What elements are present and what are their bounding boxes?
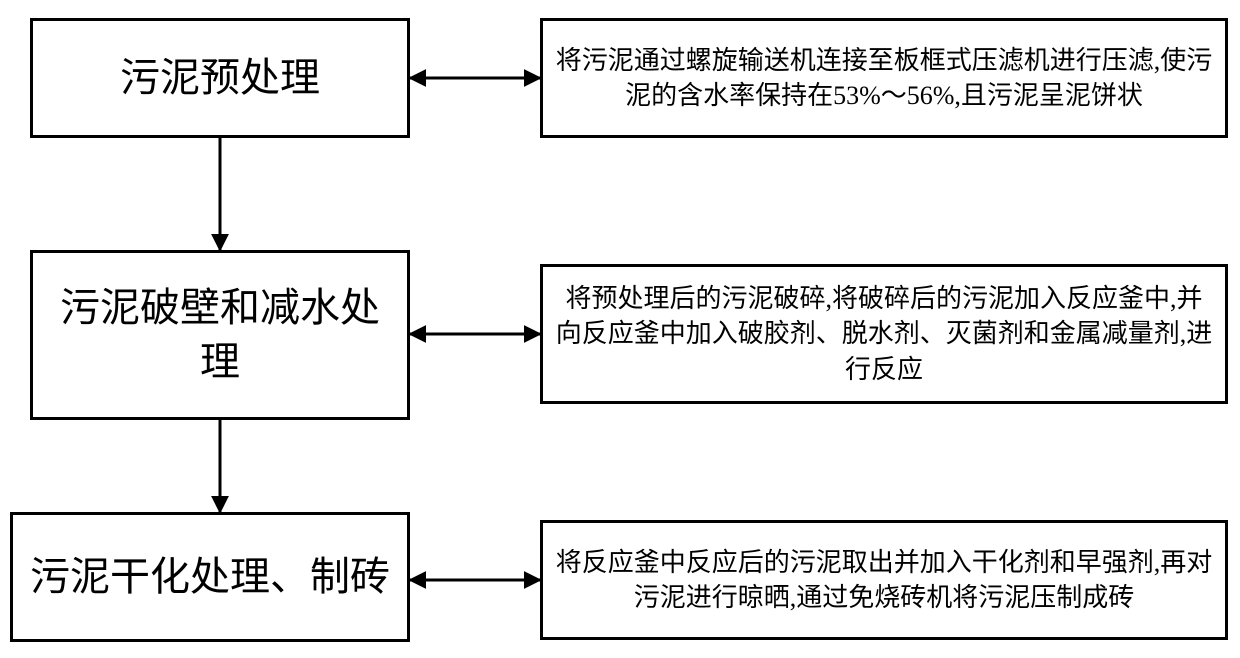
- description-box-3: 将反应釜中反应后的污泥取出并加入干化剂和早强剂,再对污泥进行晾晒,通过免烧砖机将…: [540, 520, 1228, 640]
- step-label-3: 污泥干化处理、制砖: [30, 550, 390, 604]
- description-text-2: 将预处理后的污泥破碎,将破碎后的污泥加入反应釜中,并向反应釜中加入破胶剂、脱水剂…: [553, 281, 1215, 386]
- step-box-3: 污泥干化处理、制砖: [10, 512, 410, 642]
- step-box-2: 污泥破壁和减水处理: [30, 250, 410, 420]
- step-box-1: 污泥预处理: [30, 18, 410, 138]
- description-box-1: 将污泥通过螺旋输送机连接至板框式压滤机进行压滤,使污泥的含水率保持在53%～56…: [540, 18, 1228, 138]
- flowchart-canvas: 污泥预处理 污泥破壁和减水处理 污泥干化处理、制砖 将污泥通过螺旋输送机连接至板…: [0, 0, 1240, 658]
- description-text-3: 将反应釜中反应后的污泥取出并加入干化剂和早强剂,再对污泥进行晾晒,通过免烧砖机将…: [553, 545, 1215, 615]
- description-text-1: 将污泥通过螺旋输送机连接至板框式压滤机进行压滤,使污泥的含水率保持在53%～56…: [553, 43, 1215, 113]
- step-label-2: 污泥破壁和减水处理: [43, 281, 397, 389]
- description-box-2: 将预处理后的污泥破碎,将破碎后的污泥加入反应釜中,并向反应釜中加入破胶剂、脱水剂…: [540, 264, 1228, 404]
- step-label-1: 污泥预处理: [120, 51, 320, 105]
